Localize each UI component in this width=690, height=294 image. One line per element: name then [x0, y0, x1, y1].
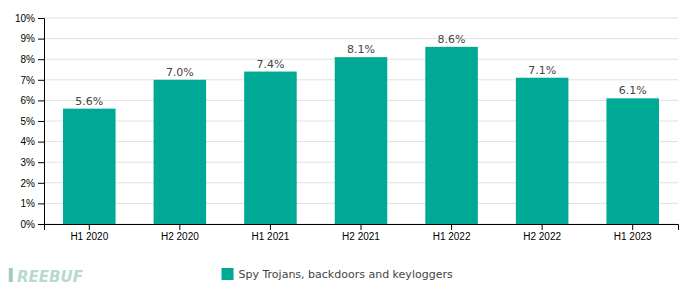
data-label: 7.0% — [166, 66, 194, 79]
y-tick: 4% — [21, 136, 44, 147]
x-tick-label: H1 2023 — [614, 231, 652, 242]
y-tick-mark — [38, 121, 44, 122]
x-tick-label: H1 2020 — [70, 231, 108, 242]
legend-label: Spy Trojans, backdoors and keyloggers — [239, 268, 453, 281]
x-tick-mark — [542, 224, 543, 230]
x-tick: H1 2023 — [614, 224, 652, 242]
x-tick: H2 2022 — [523, 224, 561, 242]
y-tick-label: 7% — [21, 75, 36, 86]
y-tick-mark — [38, 80, 44, 81]
y-tick: 9% — [21, 33, 44, 44]
bar — [606, 98, 659, 224]
y-tick-label: 10% — [15, 13, 35, 24]
x-tick: H2 2020 — [161, 224, 199, 242]
x-tick: H2 2021 — [342, 224, 380, 242]
y-tick-mark — [38, 18, 44, 19]
data-label: 8.1% — [347, 43, 375, 56]
y-tick: 10% — [15, 13, 44, 24]
x-tick-label: H2 2021 — [342, 231, 380, 242]
grid-line — [44, 38, 678, 39]
x-tick-label: H2 2020 — [161, 231, 199, 242]
y-tick-mark — [38, 59, 44, 60]
y-tick-mark — [38, 224, 44, 225]
y-tick-label: 8% — [21, 54, 36, 65]
data-label: 7.1% — [528, 64, 556, 77]
y-tick: 1% — [21, 198, 44, 209]
data-labels: 5.6% 7.0% 7.4% 8.1% 8.6% 7.1% 6.1% — [75, 33, 646, 108]
grid — [44, 18, 678, 224]
y-tick-label: 5% — [21, 116, 36, 127]
y-tick-label: 6% — [21, 95, 36, 106]
bars — [63, 47, 659, 224]
bar — [516, 78, 569, 224]
x-tick: H1 2020 — [70, 224, 108, 242]
x-tick-mark — [89, 224, 90, 230]
bar — [244, 72, 297, 224]
y-tick-label: 2% — [21, 178, 36, 189]
y-tick-label: 9% — [21, 33, 36, 44]
bar — [335, 57, 388, 224]
x-tick: H1 2021 — [252, 224, 290, 242]
bar — [154, 80, 207, 224]
y-tick: 7% — [21, 75, 44, 86]
x-tick-mark — [270, 224, 271, 230]
y-tick-mark — [38, 39, 44, 40]
data-label: 8.6% — [438, 33, 466, 46]
chart: 5.6% 7.0% 7.4% 8.1% 8.6% 7.1% 6.1% 0% 1% 2% 3% 4% 5%… — [0, 0, 690, 294]
bar — [63, 109, 116, 224]
x-tick-mark — [179, 224, 180, 230]
x-tick: H1 2022 — [433, 224, 471, 242]
x-tick-label: H1 2021 — [252, 231, 290, 242]
y-tick: 3% — [21, 157, 44, 168]
data-label: 6.1% — [619, 84, 647, 97]
legend-item: Spy Trojans, backdoors and keyloggers — [222, 268, 453, 281]
annotation: I — [7, 263, 14, 287]
data-label: 5.6% — [75, 95, 103, 108]
x-tick-mark — [451, 224, 452, 230]
y-tick: 8% — [21, 54, 44, 65]
y-tick-mark — [38, 162, 44, 163]
y-tick-mark — [38, 203, 44, 204]
y-tick-mark — [38, 100, 44, 101]
y-tick-label: 3% — [21, 157, 36, 168]
y-axis: 0% 1% 2% 3% 4% 5% 6% 7% 8% 9% 10% — [15, 13, 45, 230]
y-tick-label: 4% — [21, 136, 36, 147]
y-tick-label: 1% — [21, 198, 36, 209]
legend-swatch — [222, 268, 234, 280]
y-tick: 5% — [21, 116, 44, 127]
plot: 5.6% 7.0% 7.4% 8.1% 8.6% 7.1% 6.1% 0% 1% 2% 3% 4% 5%… — [15, 13, 679, 242]
x-tick-label: H1 2022 — [433, 231, 471, 242]
data-label: 7.4% — [256, 58, 284, 71]
annotation: REEBUF — [17, 268, 84, 286]
y-axis-line — [38, 19, 45, 225]
x-axis: H1 2020 H2 2020 H1 2021 H2 2021 H1 2022 H2 20… — [45, 224, 679, 242]
y-tick: 0% — [21, 219, 44, 230]
y-tick-mark — [38, 183, 44, 184]
x-tick-label: H2 2022 — [523, 231, 561, 242]
y-tick-label: 0% — [21, 219, 36, 230]
y-tick: 2% — [21, 178, 44, 189]
x-tick-mark — [632, 224, 633, 230]
y-tick-mark — [38, 142, 44, 143]
y-tick: 6% — [21, 95, 44, 106]
x-tick-mark — [361, 224, 362, 230]
x-axis-line — [45, 225, 679, 231]
grid-line — [44, 18, 678, 19]
bar — [425, 47, 478, 224]
watermark: IREEBUF — [7, 263, 84, 287]
legend: Spy Trojans, backdoors and keyloggers — [222, 268, 453, 281]
